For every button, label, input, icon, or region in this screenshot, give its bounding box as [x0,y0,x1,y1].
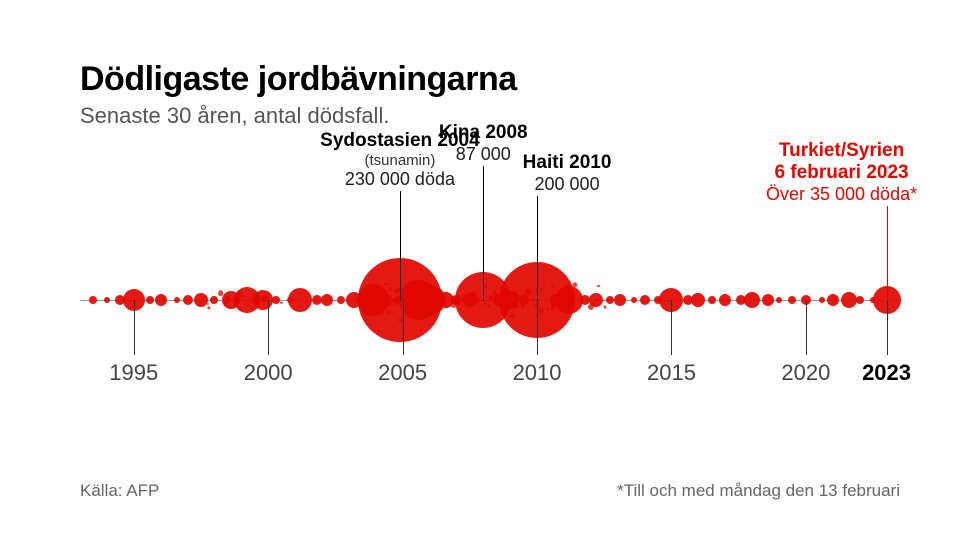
event-bubble [841,292,857,308]
axis-tick-label: 2020 [781,360,830,386]
event-bubble [708,296,716,304]
event-bubble [155,294,167,306]
event-bubble [146,296,154,304]
axis-tick-label: 2023 [862,360,911,386]
timeline-chart: 1995200020052010201520202023Sydostasien … [80,300,900,301]
callout-line [887,206,888,301]
event-bubble [589,293,603,307]
event-bubble [819,297,825,303]
axis-tick-label: 2015 [647,360,696,386]
scatter-dot [207,303,209,305]
axis-tick [537,300,538,355]
event-bubble [555,286,583,314]
axis-tick [268,300,269,355]
event-bubble [606,296,614,304]
event-bubble [744,292,760,308]
event-bubble [856,296,864,304]
event-bubble [272,296,280,304]
axis-tick [403,300,404,355]
callout-label: Kina 200887 000 [439,122,528,165]
event-bubble [288,288,312,312]
event-bubble [719,294,731,306]
axis-tick [671,300,672,355]
scatter-dot [280,302,282,304]
event-bubble [691,293,705,307]
axis-tick [806,300,807,355]
footnote-label: *Till och med måndag den 13 februari [617,481,900,501]
callout-line [483,166,484,301]
axis-tick-label: 2000 [244,360,293,386]
event-bubble [614,294,626,306]
axis-tick [134,300,135,355]
callout-label: Haiti 2010200 000 [523,152,612,195]
event-bubble [253,290,273,310]
axis-tick [887,300,888,355]
event-bubble [210,296,218,304]
axis-tick-label: 2010 [513,360,562,386]
axis-tick-label: 2005 [378,360,427,386]
event-bubble [337,296,345,304]
event-bubble [827,294,839,306]
event-bubble [631,297,637,303]
scatter-dot [597,285,599,287]
source-label: Källa: AFP [80,481,159,501]
event-bubble [762,294,774,306]
callout-line [537,196,538,301]
event-bubble [89,296,97,304]
callout-label: Turkiet/Syrien6 februari 2023Över 35 000… [766,140,917,204]
event-bubble [776,297,782,303]
event-bubble [194,293,208,307]
axis-tick-label: 1995 [109,360,158,386]
event-bubble [104,297,110,303]
scatter-dot [207,306,210,309]
event-bubble [640,295,650,305]
event-bubble [788,296,796,304]
event-bubble [312,295,322,305]
event-bubble [183,295,193,305]
scatter-dot [603,305,606,308]
event-bubble [321,294,333,306]
callout-line [400,191,401,301]
chart-title: Dödligaste jordbävningarna [80,60,900,99]
event-bubble [174,297,180,303]
